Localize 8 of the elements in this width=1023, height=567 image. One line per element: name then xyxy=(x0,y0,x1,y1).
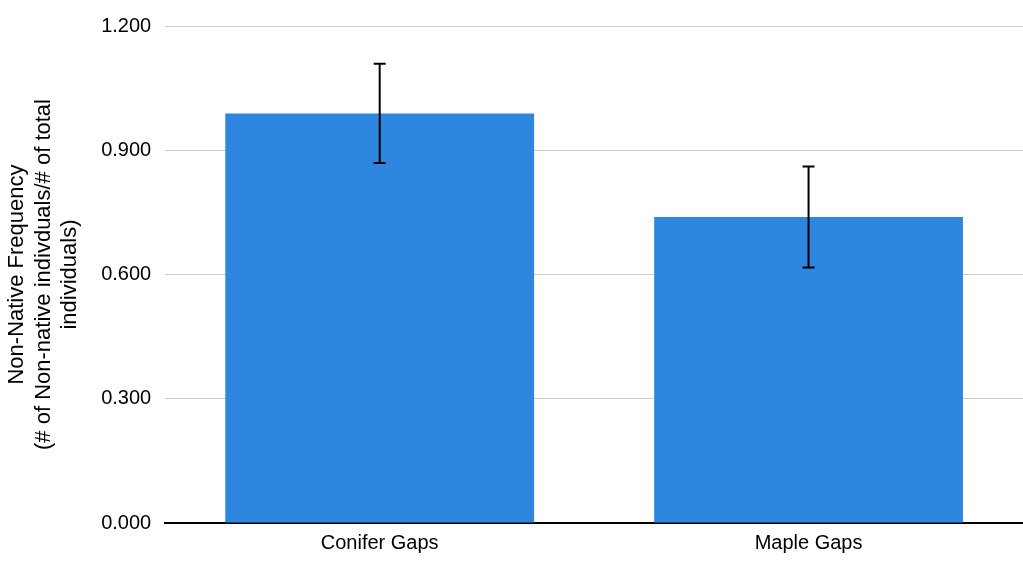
y-tick-label: 0.600 xyxy=(101,262,152,285)
x-tick-label: Conifer Gaps xyxy=(320,530,439,553)
y-tick-label: 0.900 xyxy=(101,137,152,160)
y-tick-label: 0.000 xyxy=(101,510,152,533)
y-tick-label: 1.200 xyxy=(101,13,152,36)
y-tick-label: 0.300 xyxy=(101,386,152,409)
y-axis-title: Non-Native Frequency (# of Non-native indivduals/# of total individuals) xyxy=(3,99,82,450)
x-tick-label: Maple Gaps xyxy=(754,530,863,553)
